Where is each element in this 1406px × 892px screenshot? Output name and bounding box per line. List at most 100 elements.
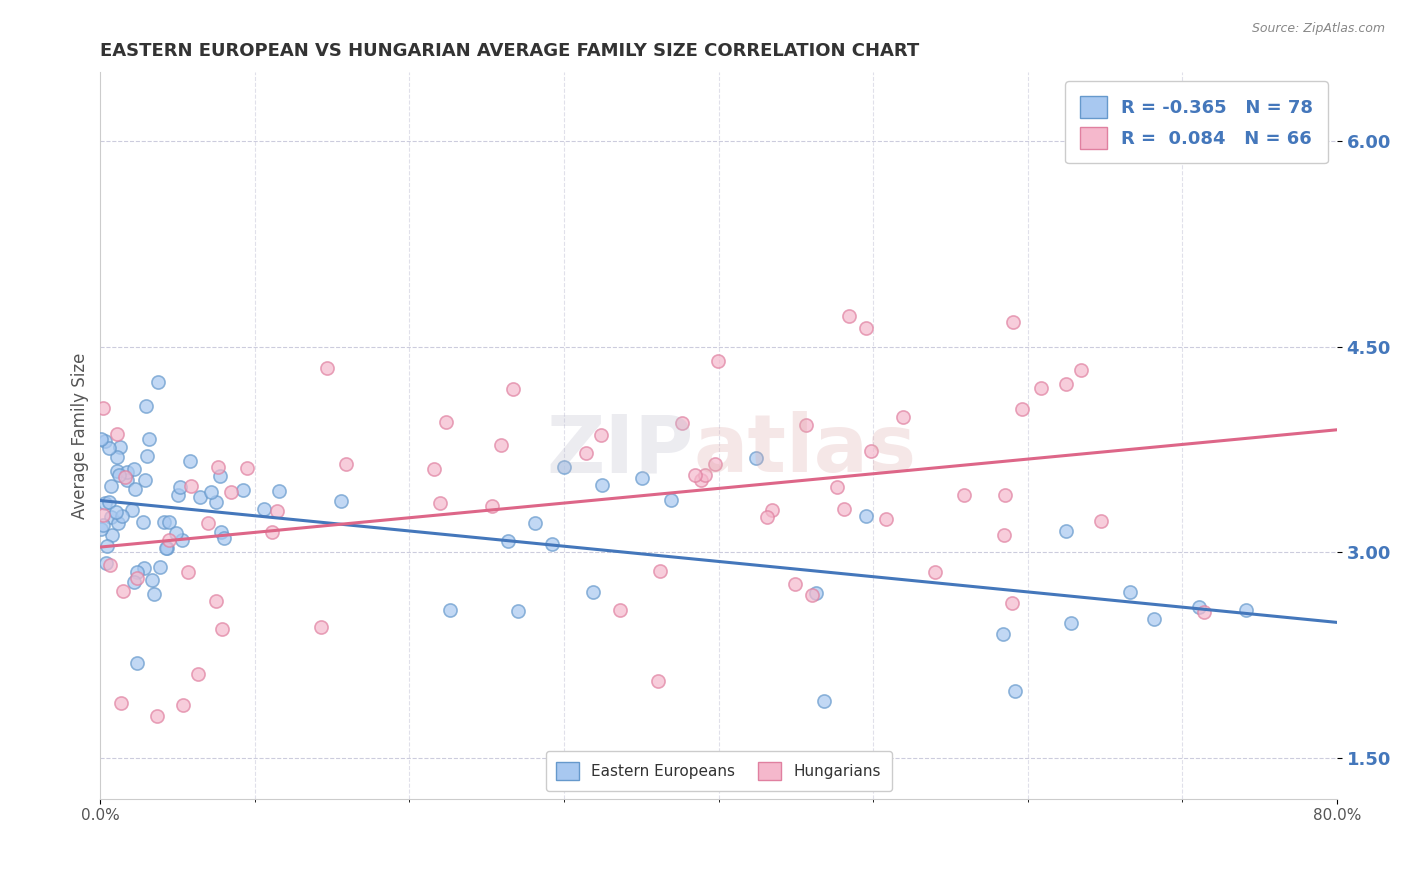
Point [132,515,155,529]
Point [127,656,149,670]
Point [214,531,236,545]
Point [553,460,575,475]
Point [207,460,229,475]
Point [806,585,828,599]
Point [429,496,451,510]
Point [1001,597,1024,611]
Point [855,508,877,523]
Point [149,559,172,574]
Point [582,585,605,599]
Point [1031,381,1053,395]
Point [100,478,122,492]
Point [1234,603,1257,617]
Point [98,558,121,572]
Legend: Eastern Europeans, Hungarians: Eastern Europeans, Hungarians [546,751,891,791]
Point [236,461,259,475]
Point [231,483,253,497]
Point [659,493,682,508]
Point [148,375,170,389]
Point [693,467,716,482]
Point [169,480,191,494]
Point [219,485,242,500]
Text: Source: ZipAtlas.com: Source: ZipAtlas.com [1251,22,1385,36]
Point [1188,599,1211,614]
Point [315,360,337,375]
Point [1060,615,1083,630]
Point [609,603,631,617]
Text: atlas: atlas [695,411,917,489]
Point [94,556,117,570]
Point [188,490,211,504]
Point [143,587,166,601]
Point [801,588,824,602]
Point [172,698,194,712]
Point [187,666,209,681]
Point [481,499,503,513]
Point [157,515,180,529]
Point [155,541,177,556]
Point [704,458,727,472]
Point [631,471,654,485]
Point [756,510,779,524]
Point [100,510,122,524]
Point [205,495,228,509]
Point [157,533,180,547]
Point [200,484,222,499]
Point [855,321,877,335]
Point [138,432,160,446]
Point [209,469,232,483]
Point [761,503,783,517]
Point [575,445,598,459]
Point [90,432,112,446]
Point [105,505,128,519]
Point [524,516,547,530]
Point [97,441,120,455]
Point [127,571,149,585]
Text: EASTERN EUROPEAN VS HUNGARIAN AVERAGE FAMILY SIZE CORRELATION CHART: EASTERN EUROPEAN VS HUNGARIAN AVERAGE FA… [100,42,920,60]
Point [993,626,1015,640]
Point [105,426,128,441]
Point [204,594,226,608]
Point [172,533,194,547]
Point [97,495,120,509]
Point [180,479,202,493]
Text: ZIP: ZIP [547,411,695,489]
Point [91,401,114,415]
Point [105,450,128,464]
Point [107,467,129,482]
Point [110,696,132,710]
Point [825,479,848,493]
Point [111,508,134,523]
Point [434,415,457,429]
Point [122,462,145,476]
Point [115,473,138,487]
Point [794,417,817,432]
Point [114,470,136,484]
Point [134,560,156,574]
Point [96,539,118,553]
Point [591,478,613,492]
Point [423,461,446,475]
Point [496,534,519,549]
Point [1070,363,1092,377]
Point [541,536,564,550]
Point [260,524,283,539]
Point [875,512,897,526]
Point [165,525,187,540]
Point [993,528,1015,542]
Point [707,354,730,368]
Point [94,496,117,510]
Point [1002,315,1025,329]
Point [267,484,290,499]
Point [125,565,148,579]
Point [177,565,200,579]
Point [491,437,513,451]
Point [141,574,163,588]
Point [146,709,169,723]
Point [209,524,232,539]
Point [439,603,461,617]
Point [834,502,856,516]
Point [1054,376,1077,391]
Point [156,541,179,555]
Point [110,440,132,454]
